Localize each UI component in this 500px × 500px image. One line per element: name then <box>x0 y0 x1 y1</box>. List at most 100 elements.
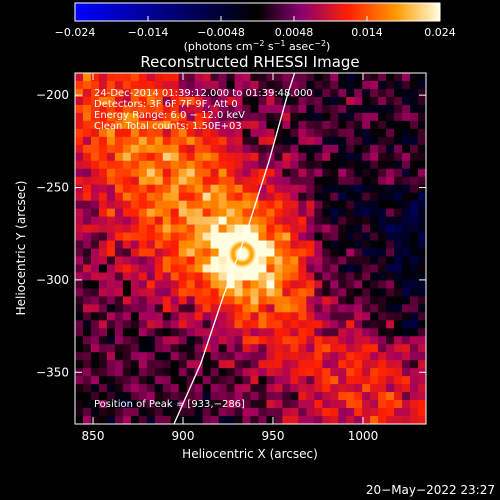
heatmap-cell <box>314 344 323 353</box>
heatmap-cell <box>266 248 276 258</box>
heatmap-cell <box>114 144 124 154</box>
heatmap-cell <box>170 344 180 353</box>
heatmap-cell <box>410 296 419 305</box>
heatmap-cell <box>202 128 212 138</box>
heatmap-cell <box>274 73 284 82</box>
heatmap-cell <box>282 104 291 114</box>
heatmap-cell <box>402 312 411 321</box>
heatmap-cell <box>178 200 188 210</box>
heatmap-cell <box>330 352 339 361</box>
heatmap-cell <box>354 360 363 369</box>
heatmap-cell <box>138 296 148 305</box>
heatmap-cell <box>338 160 347 170</box>
heatmap-cell <box>234 328 244 337</box>
heatmap-cell <box>330 216 339 226</box>
heatmap-cell <box>322 384 331 393</box>
heatmap-cell <box>418 360 426 369</box>
heatmap-cell <box>138 392 148 401</box>
heatmap-cell <box>202 256 212 266</box>
heatmap-cell <box>226 144 236 154</box>
heatmap-cell <box>122 360 132 369</box>
heatmap-cell <box>354 184 363 194</box>
heatmap-cell <box>418 328 426 337</box>
heatmap-cell <box>250 384 260 393</box>
heatmap-cell <box>298 112 307 122</box>
heatmap-cell <box>106 232 116 242</box>
heatmap-cell <box>386 192 395 202</box>
heatmap-cell <box>106 120 116 130</box>
heatmap-cell <box>226 73 236 82</box>
heatmap-cell <box>194 200 204 210</box>
heatmap-cell <box>274 312 284 321</box>
heatmap-cell <box>178 104 188 114</box>
heatmap-cell <box>314 96 323 106</box>
heatmap-cell <box>194 216 204 226</box>
heatmap-cell <box>338 304 347 313</box>
heatmap-cell <box>234 296 244 305</box>
heatmap-cell <box>386 128 395 138</box>
heatmap-cell <box>226 256 236 266</box>
heatmap-cell <box>418 200 426 210</box>
heatmap-cell <box>138 336 148 345</box>
heatmap-cell <box>410 216 419 226</box>
heatmap-cell <box>154 192 164 202</box>
heatmap-cell <box>314 216 323 226</box>
heatmap-cell <box>354 320 363 329</box>
heatmap-cell <box>98 312 108 321</box>
heatmap-cell <box>298 304 307 313</box>
heatmap-cell <box>82 208 92 218</box>
heatmap-cell <box>378 232 387 242</box>
heatmap-cell <box>330 200 339 210</box>
heatmap-cell <box>282 352 291 361</box>
heatmap-cell <box>378 208 387 218</box>
heatmap-cell <box>170 408 180 417</box>
heatmap-cell <box>402 160 411 170</box>
heatmap-cell <box>322 360 331 369</box>
heatmap-cell <box>402 360 411 369</box>
heatmap-cell <box>178 352 188 361</box>
heatmap-cell <box>194 416 204 424</box>
heatmap-cell <box>330 368 339 377</box>
heatmap-cell <box>402 104 411 114</box>
heatmap-cell <box>378 240 387 250</box>
heatmap-cell <box>202 96 212 106</box>
heatmap-cell <box>146 376 156 385</box>
heatmap-cell <box>114 416 124 424</box>
heatmap-cell <box>322 344 331 353</box>
heatmap-cell <box>266 344 276 353</box>
heatmap-cell <box>282 152 291 162</box>
heatmap-cell <box>386 256 395 266</box>
heatmap-cell <box>130 376 140 385</box>
heatmap-cell <box>290 200 299 210</box>
heatmap-cell <box>386 328 395 337</box>
heatmap-cell <box>274 88 284 98</box>
heatmap-cell <box>290 344 299 353</box>
heatmap-cell <box>202 336 212 345</box>
heatmap-cell <box>146 272 156 282</box>
heatmap-cell <box>354 73 363 82</box>
heatmap-cell <box>274 112 284 122</box>
heatmap-cell <box>162 280 172 289</box>
heatmap-cell <box>282 224 291 234</box>
heatmap-cell <box>234 216 244 226</box>
heatmap-cell <box>75 136 84 146</box>
heatmap-cell <box>274 168 284 178</box>
heatmap-cell <box>418 312 426 321</box>
heatmap-cell <box>370 120 379 130</box>
heatmap-cell <box>154 408 164 417</box>
heatmap-cell <box>82 73 92 82</box>
heatmap-cell <box>242 280 252 289</box>
heatmap-cell <box>154 88 164 98</box>
heatmap-cell <box>330 336 339 345</box>
heatmap-cell <box>234 144 244 154</box>
heatmap-cell <box>202 288 212 297</box>
heatmap-cell <box>122 264 132 274</box>
colorbar-tick-label: −0.014 <box>128 26 169 39</box>
heatmap-cell <box>138 73 148 82</box>
heatmap-cell <box>98 104 108 114</box>
heatmap-cell <box>122 248 132 258</box>
heatmap-cell <box>410 368 419 377</box>
heatmap-cell <box>82 312 92 321</box>
heatmap-cell <box>258 80 268 90</box>
heatmap-cell <box>138 112 148 122</box>
